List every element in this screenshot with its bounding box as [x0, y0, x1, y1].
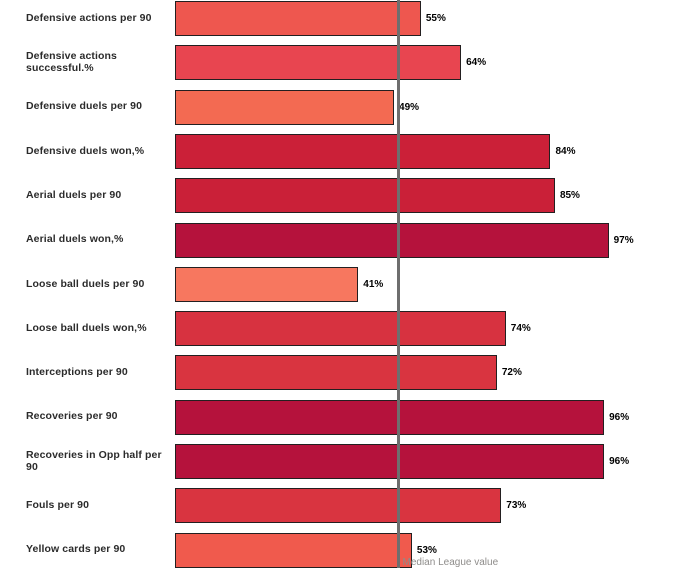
category-label: Defensive actions per 90 [26, 11, 152, 24]
bar-row: Defensive duels per 90 49% [0, 89, 673, 125]
row-plot-area: 49% [175, 89, 673, 125]
value-label: 97% [613, 234, 634, 246]
category-label: Recoveries per 90 [26, 410, 118, 423]
bar[interactable] [175, 89, 395, 125]
bar[interactable] [175, 45, 462, 81]
value-label: 74% [510, 323, 531, 335]
value-label: 53% [416, 544, 437, 556]
value-label: 64% [466, 57, 487, 69]
value-label: 49% [399, 101, 420, 113]
bar-row: Recoveries in Opp half per 90 96% [0, 444, 673, 480]
category-label: Defensive duels per 90 [26, 100, 143, 113]
bar[interactable] [175, 133, 551, 169]
category-label: Defensive duels won,% [26, 144, 145, 157]
bar[interactable] [175, 532, 412, 568]
category-label: Loose ball duels per 90 [26, 277, 145, 290]
bar-row: Fouls per 90 73% [0, 488, 673, 524]
category-label: Recoveries in Opp half per 90 [26, 449, 162, 473]
median-line-caption: Median League value [402, 557, 499, 568]
bar-row: Yellow cards per 90 53% [0, 532, 673, 568]
row-plot-area: 97% [175, 222, 673, 258]
bar[interactable] [175, 399, 605, 435]
value-label: 85% [559, 190, 580, 202]
value-label: 41% [363, 278, 384, 290]
row-plot-area: 96% [175, 399, 673, 435]
row-plot-area: 41% [175, 266, 673, 302]
row-plot-area: 64% [175, 45, 673, 81]
bar-row: Interceptions per 90 72% [0, 355, 673, 391]
value-label: 73% [506, 500, 527, 512]
row-plot-area: 84% [175, 133, 673, 169]
row-plot-area: 74% [175, 311, 673, 347]
bar[interactable] [175, 266, 359, 302]
bar-row: Defensive actions successful.% 64% [0, 45, 673, 81]
bar[interactable] [175, 1, 421, 36]
bar-row: Loose ball duels won,% 74% [0, 311, 673, 347]
category-label: Aerial duels per 90 [26, 188, 122, 201]
category-label: Fouls per 90 [26, 499, 90, 512]
category-label: Yellow cards per 90 [26, 543, 126, 556]
value-label: 84% [555, 145, 576, 157]
bar[interactable] [175, 444, 605, 480]
bar-row: Aerial duels per 90 85% [0, 178, 673, 214]
bar[interactable] [175, 311, 506, 347]
value-label: 72% [501, 367, 522, 379]
bar-row: Aerial duels won,% 97% [0, 222, 673, 258]
value-label: 55% [425, 13, 446, 24]
category-label: Defensive actions successful.% [26, 50, 117, 74]
row-plot-area: 73% [175, 488, 673, 524]
bar-row: Loose ball duels per 90 41% [0, 266, 673, 302]
bar[interactable] [175, 488, 502, 524]
bar-row: Recoveries per 90 96% [0, 399, 673, 435]
bar[interactable] [175, 355, 497, 391]
row-plot-area: 72% [175, 355, 673, 391]
median-reference-line [397, 0, 400, 568]
bar[interactable] [175, 178, 555, 214]
value-label: 96% [609, 411, 630, 423]
bar-row: Defensive duels won,% 84% [0, 133, 673, 169]
row-plot-area: 55% [175, 1, 673, 36]
row-plot-area: 85% [175, 178, 673, 214]
row-plot-area: 96% [175, 444, 673, 480]
category-label: Aerial duels won,% [26, 233, 124, 246]
bar-row: Defensive actions per 90 55% [0, 1, 673, 36]
value-label: 96% [609, 456, 630, 468]
category-label: Loose ball duels won,% [26, 321, 147, 334]
bar[interactable] [175, 222, 609, 258]
category-label: Interceptions per 90 [26, 366, 128, 379]
row-plot-area: 53% [175, 532, 673, 568]
